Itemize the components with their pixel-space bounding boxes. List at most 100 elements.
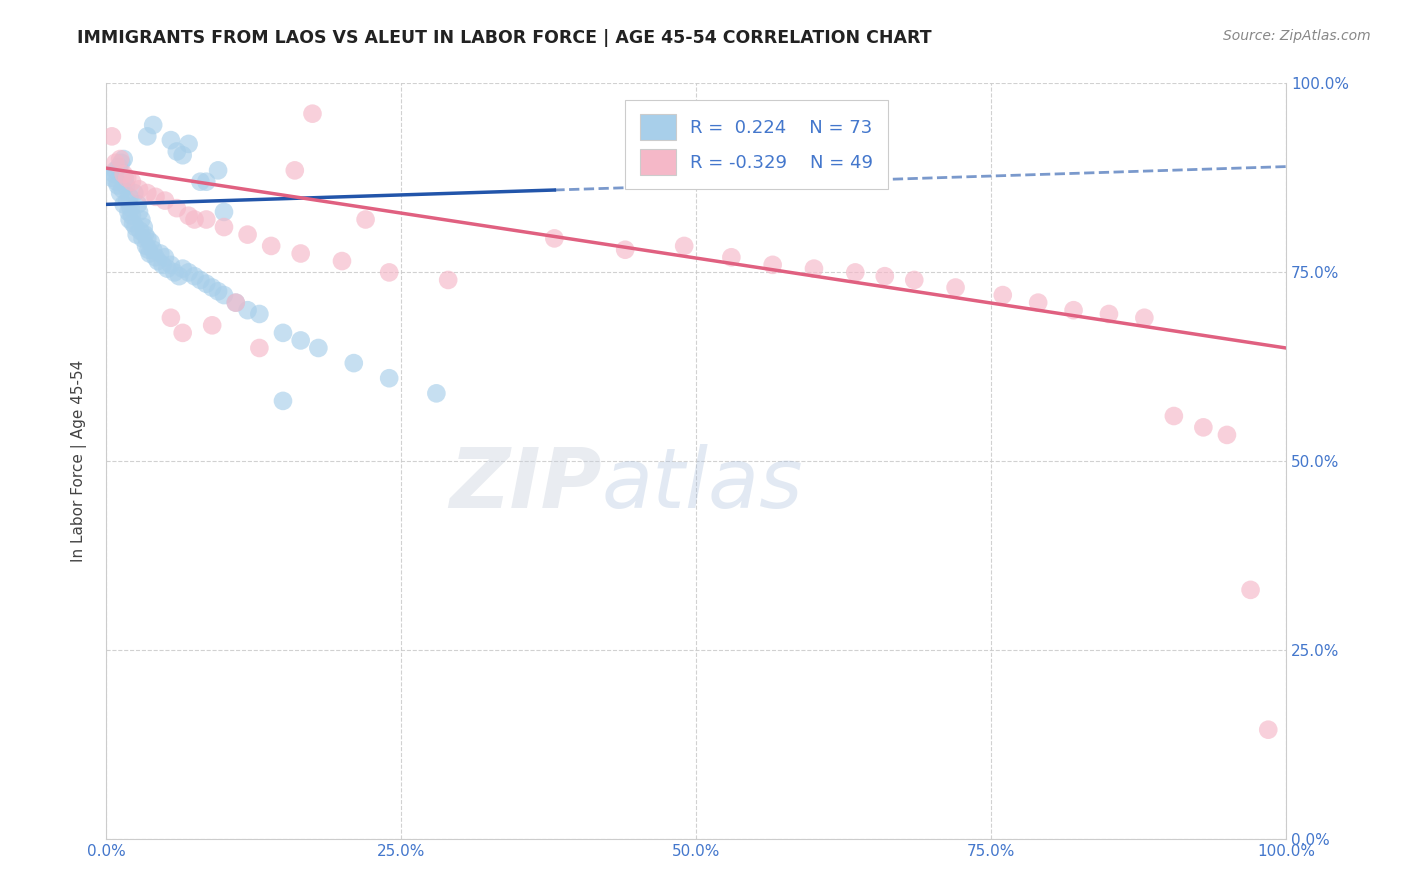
Point bbox=[156, 261, 179, 276]
Point bbox=[108, 160, 131, 174]
Point bbox=[118, 190, 141, 204]
Point bbox=[160, 258, 183, 272]
Point bbox=[284, 163, 307, 178]
Point bbox=[108, 152, 131, 166]
Point bbox=[128, 205, 150, 219]
Point bbox=[101, 129, 124, 144]
Point bbox=[212, 288, 235, 302]
Point bbox=[107, 178, 129, 193]
Point bbox=[1063, 303, 1085, 318]
Text: IMMIGRANTS FROM LAOS VS ALEUT IN LABOR FORCE | AGE 45-54 CORRELATION CHART: IMMIGRANTS FROM LAOS VS ALEUT IN LABOR F… bbox=[77, 29, 932, 46]
Point bbox=[160, 133, 183, 147]
Text: Source: ZipAtlas.com: Source: ZipAtlas.com bbox=[1223, 29, 1371, 43]
Point bbox=[138, 243, 160, 257]
Point bbox=[1098, 307, 1121, 321]
Point bbox=[225, 295, 247, 310]
Point bbox=[134, 227, 156, 242]
Point bbox=[125, 227, 148, 242]
Point bbox=[153, 194, 176, 208]
Point bbox=[201, 318, 224, 333]
Point bbox=[543, 231, 565, 245]
Point bbox=[166, 145, 188, 159]
Point bbox=[172, 261, 194, 276]
Point bbox=[172, 326, 194, 340]
Point bbox=[844, 265, 866, 279]
Point bbox=[145, 190, 167, 204]
Point bbox=[301, 106, 323, 120]
Point bbox=[135, 239, 157, 253]
Point bbox=[1239, 582, 1261, 597]
Point bbox=[195, 175, 218, 189]
Point bbox=[207, 285, 229, 299]
Point bbox=[190, 273, 212, 287]
Point bbox=[354, 212, 377, 227]
Point bbox=[1163, 409, 1185, 423]
Point bbox=[110, 156, 132, 170]
Legend: R =  0.224    N = 73, R = -0.329    N = 49: R = 0.224 N = 73, R = -0.329 N = 49 bbox=[626, 100, 887, 189]
Point bbox=[378, 371, 401, 385]
Point bbox=[1192, 420, 1215, 434]
Point bbox=[142, 243, 165, 257]
Point bbox=[1257, 723, 1279, 737]
Point bbox=[122, 216, 145, 230]
Point bbox=[118, 212, 141, 227]
Point bbox=[120, 201, 142, 215]
Point bbox=[128, 182, 150, 196]
Point bbox=[177, 209, 200, 223]
Point bbox=[177, 136, 200, 151]
Point bbox=[136, 129, 159, 144]
Point bbox=[112, 197, 135, 211]
Point bbox=[177, 265, 200, 279]
Point bbox=[114, 170, 136, 185]
Point bbox=[146, 254, 169, 268]
Point bbox=[124, 186, 146, 200]
Point bbox=[720, 250, 742, 264]
Point bbox=[945, 280, 967, 294]
Point bbox=[260, 239, 283, 253]
Point bbox=[139, 235, 162, 249]
Point bbox=[121, 175, 143, 189]
Point bbox=[117, 205, 139, 219]
Point bbox=[803, 261, 825, 276]
Point bbox=[225, 295, 247, 310]
Point bbox=[991, 288, 1014, 302]
Point bbox=[153, 250, 176, 264]
Point bbox=[1216, 428, 1239, 442]
Point bbox=[105, 175, 128, 189]
Point bbox=[136, 186, 159, 200]
Point bbox=[131, 212, 153, 227]
Point bbox=[343, 356, 366, 370]
Point bbox=[762, 258, 785, 272]
Point bbox=[104, 156, 127, 170]
Point bbox=[136, 231, 159, 245]
Point bbox=[236, 303, 259, 318]
Point bbox=[183, 212, 205, 227]
Point bbox=[108, 186, 131, 200]
Text: atlas: atlas bbox=[602, 443, 803, 524]
Point bbox=[873, 269, 896, 284]
Point bbox=[290, 246, 312, 260]
Y-axis label: In Labor Force | Age 45-54: In Labor Force | Age 45-54 bbox=[72, 360, 87, 563]
Point bbox=[121, 209, 143, 223]
Point bbox=[378, 265, 401, 279]
Point bbox=[115, 178, 138, 193]
Point bbox=[103, 167, 125, 181]
Point bbox=[132, 220, 155, 235]
Point bbox=[212, 220, 235, 235]
Point bbox=[166, 201, 188, 215]
Point bbox=[195, 212, 218, 227]
Point bbox=[247, 307, 270, 321]
Point bbox=[1026, 295, 1049, 310]
Point bbox=[115, 170, 138, 185]
Point bbox=[247, 341, 270, 355]
Point bbox=[145, 250, 167, 264]
Point bbox=[142, 118, 165, 132]
Point bbox=[903, 273, 925, 287]
Point bbox=[271, 393, 294, 408]
Point bbox=[112, 152, 135, 166]
Text: ZIP: ZIP bbox=[449, 443, 602, 524]
Point bbox=[614, 243, 637, 257]
Point bbox=[160, 310, 183, 325]
Point bbox=[111, 182, 134, 196]
Point bbox=[167, 269, 190, 284]
